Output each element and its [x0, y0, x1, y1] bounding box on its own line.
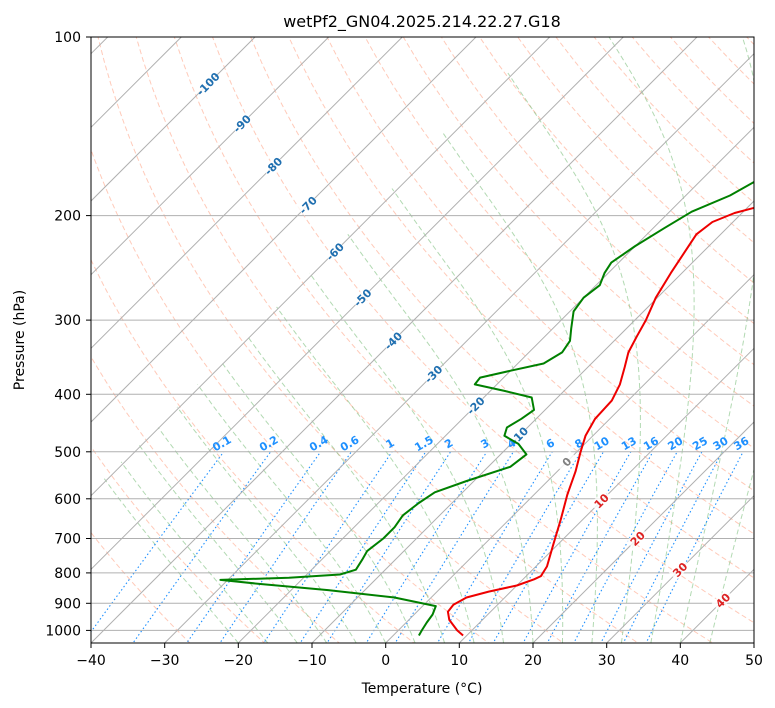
isotherm-line: [164, 52, 754, 643]
dry-adiabat-line: [135, 37, 639, 643]
x-tick-label: −20: [224, 653, 254, 669]
dry-adiabat-line: [173, 37, 714, 643]
x-tick-label: 20: [524, 653, 542, 669]
isotherm-line: [91, 37, 403, 350]
x-axis-ticks: −40 −30 −20 −10 0 10 20 30 40 50: [76, 643, 763, 669]
x-tick-label: 30: [598, 653, 616, 669]
x-tick-label: 10: [450, 653, 468, 669]
profile-series: [219, 180, 754, 637]
pressure-gridlines: [91, 37, 754, 631]
x-tick-label: −10: [297, 653, 327, 669]
moist-adiabat-line: [309, 272, 504, 643]
x-axis-title: Temperature (°C): [361, 681, 483, 697]
isotherm-label-bg: [668, 558, 691, 581]
dry-adiabat-line: [517, 37, 754, 284]
isotherm-label-bg: [196, 72, 219, 95]
plot-frame: [90, 36, 755, 644]
dry-adiabat-line: [97, 37, 565, 643]
x-tick-label: −30: [150, 653, 180, 669]
moist-adiabat-line: [608, 37, 695, 643]
y-tick-label: 400: [54, 387, 81, 403]
isotherm-label-bg: [323, 240, 346, 263]
isotherm-line: [385, 273, 754, 643]
moist-adiabat-line: [197, 384, 387, 643]
isotherm-label-bg: [422, 362, 445, 385]
y-tick-label: 100: [54, 30, 81, 46]
y-tick-label: 200: [54, 209, 81, 225]
moist-adiabat-line: [103, 478, 239, 643]
y-tick-label: 300: [54, 313, 81, 329]
isotherm-label-bg: [711, 589, 734, 612]
y-tick-label: 700: [54, 532, 81, 548]
moist-adiabats: [103, 37, 754, 643]
dry-adiabat-line: [479, 37, 754, 325]
x-tick-label: 0: [381, 653, 390, 669]
dewpoint-profile-line: [219, 180, 754, 636]
isotherms: [91, 37, 754, 643]
isotherm-label-bg: [381, 329, 404, 352]
moist-adiabat-line: [222, 363, 416, 643]
dry-adiabat-line: [91, 355, 340, 643]
isotherm-label-bg: [590, 489, 613, 512]
y-axis-ticks: 1000 900 800 700 600 500 400 300 200 100: [45, 30, 91, 639]
isotherm-label-bg: [351, 286, 374, 309]
x-tick-label: 50: [745, 653, 763, 669]
y-tick-label: 1000: [45, 623, 81, 639]
y-tick-label: 900: [54, 596, 81, 612]
isotherm-line: [311, 200, 754, 643]
dry-adiabat-line: [91, 258, 415, 643]
isotherm-label-bg: [296, 193, 319, 216]
isotherm-line: [91, 37, 330, 276]
y-tick-label: 600: [54, 492, 81, 508]
temperature-profile-line: [446, 206, 754, 637]
dry-adiabat-line: [364, 37, 754, 449]
isotherm-label-bg: [230, 112, 253, 135]
isotherm-label-bg: [555, 450, 578, 473]
isotherm-line: [91, 37, 477, 423]
y-tick-label: 500: [54, 445, 81, 461]
isotherm-line: [91, 37, 624, 571]
moist-adiabat-line: [120, 461, 269, 643]
dry-adiabat-line: [91, 445, 266, 643]
isotherm-line: [237, 126, 754, 643]
x-tick-label: −40: [76, 653, 106, 669]
x-tick-label: 40: [671, 653, 689, 669]
chart-title: wetPf2_GN04.2025.214.22.27.G18: [283, 12, 561, 32]
dry-adiabat-line: [250, 37, 754, 579]
isotherm-label-bg: [261, 154, 284, 177]
dry-adiabat-line: [91, 531, 191, 643]
isotherm-label-bg: [464, 394, 487, 417]
y-axis-title: Pressure (hPa): [12, 290, 28, 390]
dry-adiabat-line: [211, 37, 754, 624]
isotherm-line: [458, 347, 754, 643]
moist-adiabat-line: [679, 37, 754, 643]
isotherm-line: [91, 37, 551, 497]
moist-adiabat-line: [507, 72, 641, 643]
plot-area: -100-90-80-70-60-50-40-30-20-10010203040…: [91, 37, 754, 643]
isotherm-line: [606, 494, 754, 643]
y-tick-label: 800: [54, 566, 81, 582]
isotherm-line: [91, 37, 256, 202]
isotherm-label-bg: [626, 527, 649, 550]
moist-adiabat-line: [347, 234, 534, 643]
moist-adiabat-line: [157, 427, 328, 643]
moist-adiabat-line: [276, 306, 475, 643]
moist-adiabat-line: [391, 188, 564, 643]
